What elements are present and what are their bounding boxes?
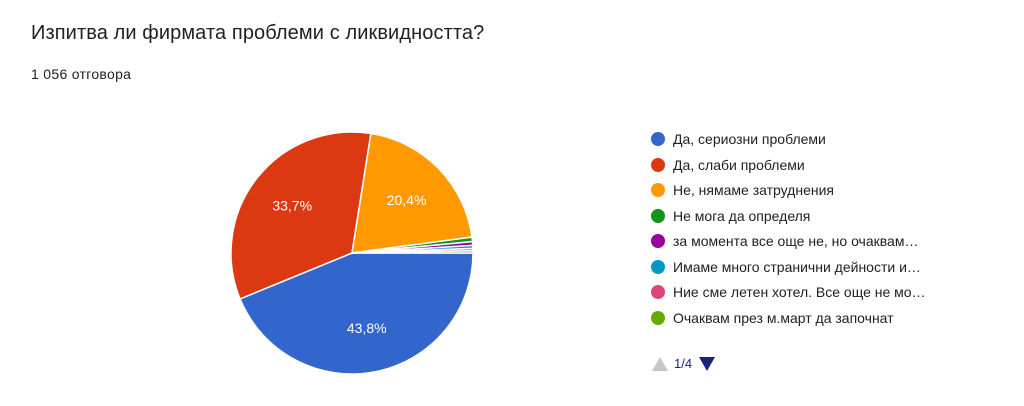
legend-item: Не мога да определя — [651, 207, 926, 233]
pie-slice — [230, 131, 372, 300]
legend-label: Да, слаби проблеми — [673, 156, 805, 173]
page-indicator: 1/4 — [674, 356, 693, 371]
legend-item: Не, нямаме затруднения — [651, 181, 926, 207]
slice-label: 33,7% — [272, 198, 312, 214]
pie-slice — [239, 252, 474, 375]
pie-slice — [351, 249, 474, 254]
legend-label: Очаквам през м.март да започнат — [673, 309, 894, 326]
pie-slice — [351, 132, 473, 254]
legend-label: Ние сме летен хотел. Все още не мо… — [673, 284, 926, 300]
question-title: Изпитва ли фирмата проблеми с ликвидност… — [31, 22, 485, 44]
legend-swatch — [651, 310, 665, 325]
response-count: 1 056 отговора — [31, 66, 132, 82]
previous-page-icon[interactable] — [652, 356, 668, 371]
legend-label: Не мога да определя — [673, 207, 811, 224]
legend-item: Да, сериозни проблеми — [651, 130, 926, 156]
legend-label: Имаме много странични дейности и… — [673, 258, 921, 275]
legend-swatch — [651, 259, 665, 274]
legend-item: Имаме много странични дейности и… — [651, 258, 926, 284]
legend-item: Очаквам през м.март да започнат — [651, 309, 926, 335]
legend-swatch — [651, 157, 665, 172]
legend-swatch — [651, 208, 665, 223]
next-page-icon[interactable] — [699, 356, 716, 371]
slice-label: 43,8% — [347, 320, 387, 336]
legend-item: Да, слаби проблеми — [651, 156, 926, 182]
legend-item: Ние сме летен хотел. Все още не мо… — [651, 283, 926, 309]
legend-pager: 1/4 — [652, 356, 716, 371]
legend-swatch — [651, 285, 665, 299]
chart-legend: Да, сериозни проблеми Да, слаби проблеми Н… — [651, 130, 926, 334]
legend-swatch — [651, 183, 665, 197]
legend-item: за момента все още не, но очаквам… — [651, 232, 926, 258]
slice-label: 20,4% — [387, 192, 427, 208]
legend-label: за момента все още не, но очаквам… — [673, 233, 919, 249]
legend-swatch — [651, 132, 665, 146]
legend-label: Не, нямаме затруднения — [673, 182, 834, 198]
legend-swatch — [651, 234, 665, 248]
legend-label: Да, сериозни проблеми — [673, 131, 826, 147]
